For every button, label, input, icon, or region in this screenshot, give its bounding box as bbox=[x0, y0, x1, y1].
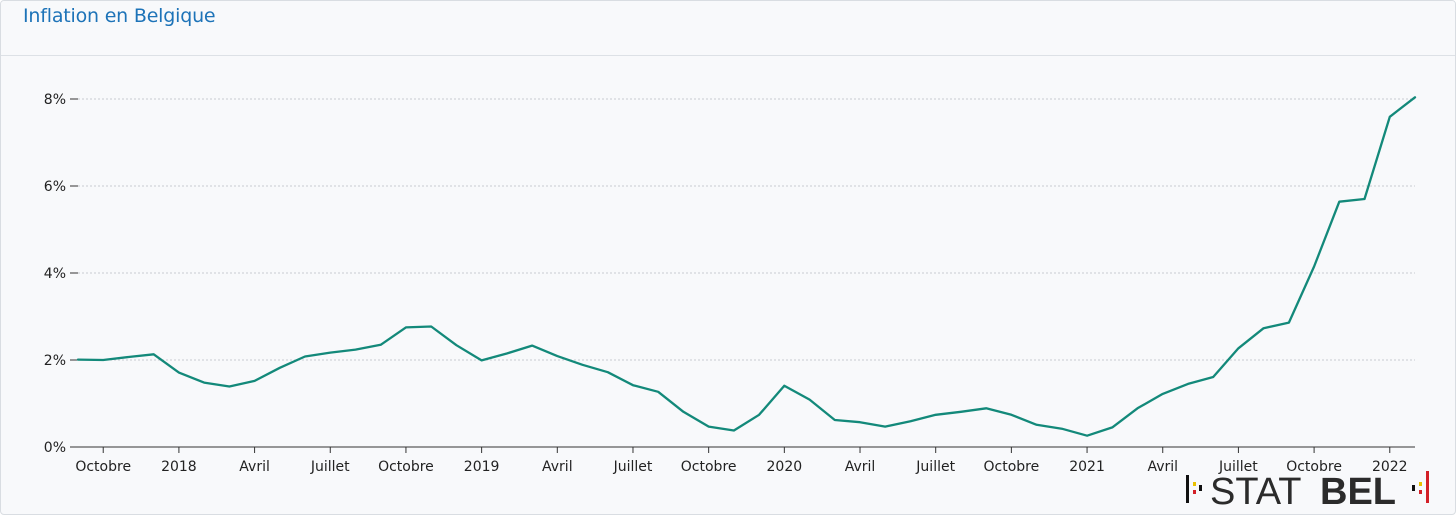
x-tick-label: Juillet bbox=[310, 459, 350, 475]
axes: 0% 2% 4% 6% 8% Octobre 2018 Avril Juillet Octobre… bbox=[44, 92, 1415, 475]
x-tick-label: Avril bbox=[239, 459, 270, 475]
x-tick-label: 2018 bbox=[161, 459, 197, 475]
logo-dot-black bbox=[1199, 485, 1202, 491]
x-tick-label: 2019 bbox=[464, 459, 500, 475]
y-tick-label: 0% bbox=[44, 440, 66, 456]
x-tick-label: Juillet bbox=[613, 459, 653, 475]
logo-dot-red-right bbox=[1419, 490, 1422, 494]
x-tick-label: 2021 bbox=[1069, 459, 1105, 475]
logo-text-bel: BEL bbox=[1320, 471, 1396, 511]
x-tick-label: 2020 bbox=[767, 459, 803, 475]
logo-text-stat: STAT bbox=[1210, 471, 1301, 511]
x-tick-label: Octobre bbox=[681, 459, 737, 475]
y-tick-label: 2% bbox=[44, 353, 66, 369]
logo-dot-yellow-right bbox=[1419, 482, 1422, 486]
logo-dot-yellow bbox=[1193, 482, 1196, 486]
series-layer bbox=[76, 96, 1417, 437]
chart-title: Inflation en Belgique bbox=[23, 5, 216, 27]
x-tick-label: Avril bbox=[542, 459, 573, 475]
x-tick-label: 2022 bbox=[1372, 459, 1408, 475]
statbel-logo: STAT BEL bbox=[1186, 471, 1429, 511]
logo-bar-black bbox=[1186, 475, 1189, 503]
y-tick-label: 8% bbox=[44, 92, 66, 108]
x-tick-label: Octobre bbox=[75, 459, 131, 475]
series-line-inflation bbox=[76, 96, 1417, 437]
x-tick-label: Juillet bbox=[1218, 459, 1258, 475]
logo-bar-red bbox=[1426, 471, 1429, 503]
grid-lines bbox=[78, 98, 1415, 361]
y-tick-label: 4% bbox=[44, 266, 66, 282]
logo-dot-black-right bbox=[1412, 485, 1415, 491]
x-tick-label: Octobre bbox=[378, 459, 434, 475]
panel-header: Inflation en Belgique bbox=[1, 1, 1455, 56]
y-tick-label: 6% bbox=[44, 179, 66, 195]
logo-dot-red bbox=[1193, 490, 1196, 494]
x-tick-label: Juillet bbox=[915, 459, 955, 475]
x-tick-label: Octobre bbox=[1286, 459, 1342, 475]
x-tick-label: Avril bbox=[1147, 459, 1178, 475]
x-tick-label: Avril bbox=[845, 459, 876, 475]
x-tick-label: Octobre bbox=[984, 459, 1040, 475]
